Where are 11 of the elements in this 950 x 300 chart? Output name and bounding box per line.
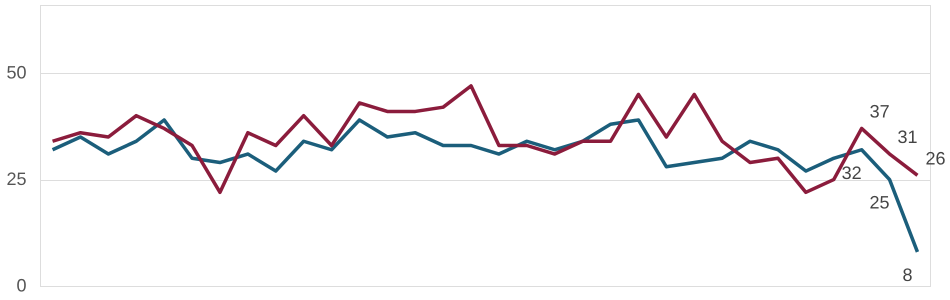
y-tick-label: 50	[6, 62, 26, 83]
line-series	[50, 84, 920, 194]
data-label: 8	[902, 264, 912, 285]
line-series	[50, 118, 920, 254]
data-label: 26	[925, 148, 946, 168]
data-label: 31	[898, 127, 918, 148]
y-tick-label: 25	[6, 169, 26, 190]
data-label: 37	[870, 101, 890, 122]
data-label: 25	[870, 192, 890, 213]
y-tick-label: 0	[16, 276, 26, 296]
data-label: 32	[842, 162, 862, 183]
